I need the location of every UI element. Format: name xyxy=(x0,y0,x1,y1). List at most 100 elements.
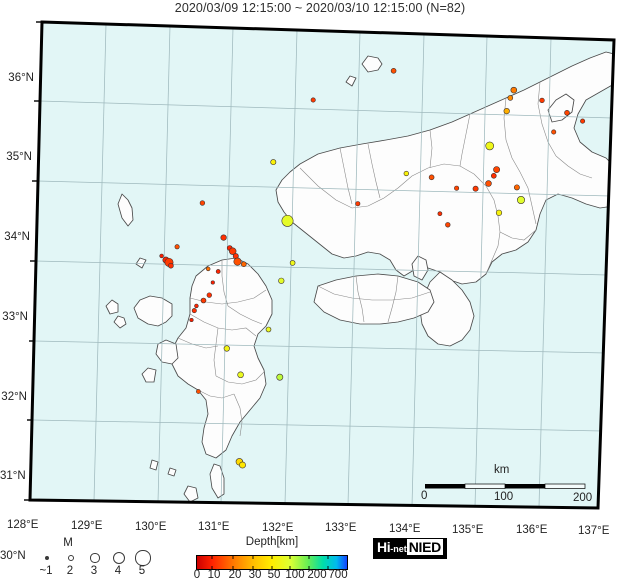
magnitude-symbol-4 xyxy=(135,550,151,566)
scalebar-unit: km xyxy=(494,464,510,476)
epicenter-marker[interactable] xyxy=(403,170,409,177)
magnitude-symbol-3 xyxy=(113,552,125,564)
epicenter-marker[interactable] xyxy=(239,461,246,469)
epicenter-marker[interactable] xyxy=(229,247,237,255)
epicenter-marker[interactable] xyxy=(270,159,277,166)
magnitude-symbol-2 xyxy=(90,553,100,563)
epicenter-marker[interactable] xyxy=(539,97,545,104)
prefecture-borders xyxy=(177,81,593,437)
depth-tick-50: 50 xyxy=(267,569,281,581)
epicenter-marker[interactable] xyxy=(168,262,174,269)
depth-tick-0: 0 xyxy=(193,569,201,581)
land-goto-2 xyxy=(113,315,127,329)
epicenter-marker[interactable] xyxy=(513,184,520,191)
epicenter-marker[interactable] xyxy=(215,269,221,274)
magnitude-label-3: 3 xyxy=(90,565,98,577)
hinet-nied-logo: Hi-net NIED xyxy=(373,538,447,559)
lat-label-35: 35°N xyxy=(6,151,32,163)
epicenter-marker[interactable] xyxy=(276,373,284,381)
epicenter-marker[interactable] xyxy=(495,209,503,216)
epicenter-marker[interactable] xyxy=(493,166,500,173)
epicenter-markers[interactable] xyxy=(159,67,586,469)
epicenter-marker[interactable] xyxy=(278,277,285,284)
epicenter-marker[interactable] xyxy=(241,261,247,267)
epicenter-marker[interactable] xyxy=(551,129,557,135)
magnitude-symbol-1 xyxy=(67,554,75,562)
epicenter-marker[interactable] xyxy=(507,95,514,101)
land-kuchinoerabu xyxy=(167,467,177,477)
epicenter-marker[interactable] xyxy=(265,326,272,333)
land-amakusa xyxy=(141,367,157,383)
epicenter-marker[interactable] xyxy=(390,67,397,74)
epicenter-marker[interactable] xyxy=(564,110,570,116)
epicenter-marker[interactable] xyxy=(485,180,492,187)
magnitude-label-2: 2 xyxy=(66,565,74,577)
land-yakushima xyxy=(183,485,199,503)
epicenter-marker[interactable] xyxy=(580,118,586,124)
land-tsushima xyxy=(117,193,134,227)
epicenter-marker[interactable] xyxy=(191,308,197,314)
earthquake-map[interactable] xyxy=(0,18,640,518)
epicenter-marker[interactable] xyxy=(445,222,451,228)
epicenter-marker[interactable] xyxy=(206,266,211,272)
epicenter-marker[interactable] xyxy=(210,280,215,285)
landmass-group xyxy=(105,51,614,503)
epicenter-marker[interactable] xyxy=(454,185,460,191)
land-oki xyxy=(361,55,383,73)
lon-label-129: 129°E xyxy=(71,520,103,532)
epicenter-marker[interactable] xyxy=(355,201,361,207)
lon-label-136: 136°E xyxy=(516,524,548,536)
epicenter-marker[interactable] xyxy=(159,253,164,259)
lon-label-128: 128°E xyxy=(7,519,39,531)
depth-colorbar xyxy=(196,555,348,570)
epicenter-marker[interactable] xyxy=(289,260,296,266)
epicenter-marker[interactable] xyxy=(428,174,435,181)
epicenter-marker[interactable] xyxy=(200,297,207,304)
logo-net: -net xyxy=(390,544,407,554)
depth-tick-20: 20 xyxy=(228,569,242,581)
lon-label-134: 134°E xyxy=(389,523,421,535)
land-iki xyxy=(135,257,147,269)
epicenter-marker[interactable] xyxy=(199,200,206,206)
lon-label-131: 131°E xyxy=(198,521,230,533)
epicenter-marker[interactable] xyxy=(437,211,443,217)
depth-tick-10: 10 xyxy=(207,569,221,581)
logo-hi: Hi xyxy=(377,539,391,555)
epicenter-marker[interactable] xyxy=(281,214,294,227)
lon-label-133: 133°E xyxy=(325,522,357,534)
epicenter-marker[interactable] xyxy=(194,303,199,309)
magnitude-legend-title: M xyxy=(63,537,73,549)
scalebar-tick-100: 100 xyxy=(494,491,514,503)
epicenter-marker[interactable] xyxy=(472,185,479,192)
epicenter-marker[interactable] xyxy=(220,234,227,241)
lat-label-31: 31°N xyxy=(0,470,26,482)
land-goto xyxy=(105,299,119,315)
epicenter-marker[interactable] xyxy=(223,345,230,352)
epicenter-marker[interactable] xyxy=(510,86,518,94)
epicenter-marker[interactable] xyxy=(206,292,212,298)
lat-label-34: 34°N xyxy=(4,231,30,243)
epicenter-marker[interactable] xyxy=(189,317,194,323)
lon-label-135: 135°E xyxy=(452,524,484,536)
depth-tick-30: 30 xyxy=(248,569,262,581)
epicenter-marker[interactable] xyxy=(485,141,495,151)
epicenter-marker[interactable] xyxy=(233,257,242,266)
map-plate[interactable]: km 0 100 200 36°N 35°N 34°N 33°N 32°N 31… xyxy=(0,18,640,562)
legend-bar: M ~1 2 3 4 5 Depth[km] 0 10 20 30 50 100… xyxy=(0,524,640,581)
depth-tick-700: 700 xyxy=(328,569,348,581)
epicenter-marker[interactable] xyxy=(490,173,497,179)
depth-tick-100: 100 xyxy=(285,569,305,581)
magnitude-label-1: ~1 xyxy=(39,565,53,577)
epicenter-marker[interactable] xyxy=(503,107,510,115)
epicenter-marker[interactable] xyxy=(310,97,316,103)
epicenter-marker[interactable] xyxy=(174,244,180,250)
land-koshiki xyxy=(149,459,159,471)
scalebar-tick-0: 0 xyxy=(421,490,428,502)
lat-label-36: 36°N xyxy=(8,72,34,84)
magnitude-symbol-0 xyxy=(44,555,50,561)
epicenter-marker[interactable] xyxy=(237,371,244,379)
epicenter-marker[interactable] xyxy=(196,389,201,394)
magnitude-label-4: 4 xyxy=(114,565,122,577)
scalebar-tick-200: 200 xyxy=(573,492,593,504)
epicenter-marker[interactable] xyxy=(516,196,525,205)
